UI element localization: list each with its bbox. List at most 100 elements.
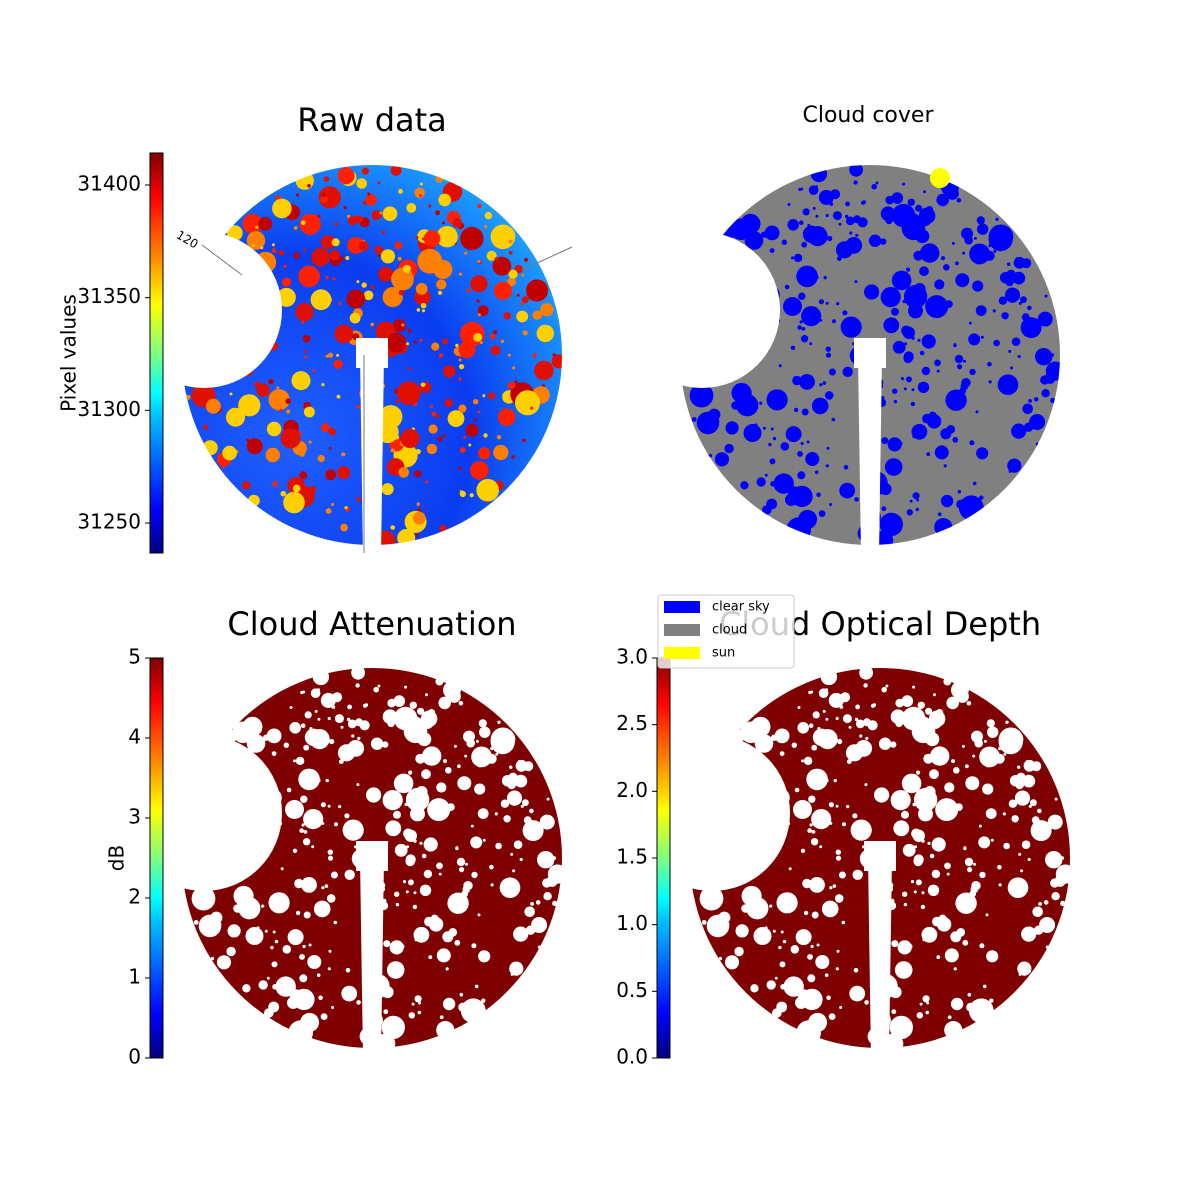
- image-blob: [724, 955, 740, 970]
- image-blob: [798, 187, 802, 192]
- image-blob: [333, 920, 338, 925]
- image-blob: [535, 900, 541, 905]
- image-blob: [537, 945, 541, 949]
- image-blob: [419, 841, 423, 845]
- image-blob: [202, 784, 206, 788]
- image-blob: [356, 783, 360, 787]
- image-blob: [725, 922, 730, 926]
- image-blob: [843, 464, 849, 470]
- image-blob: [1032, 906, 1043, 918]
- image-blob: [914, 845, 918, 849]
- image-blob: [338, 256, 344, 261]
- image-blob: [1005, 720, 1009, 724]
- image-blob: [968, 333, 981, 346]
- image-blob: [378, 881, 386, 889]
- image-blob: [300, 220, 306, 225]
- image-blob: [250, 274, 261, 285]
- image-blob: [691, 844, 695, 848]
- image-blob: [311, 845, 315, 849]
- image-blob: [916, 1012, 923, 1019]
- image-blob: [465, 862, 468, 866]
- image-blob: [295, 756, 305, 766]
- colorbar-tick-label: 5: [128, 645, 141, 669]
- image-blob: [425, 480, 429, 484]
- image-blob: [256, 859, 261, 865]
- image-blob: [769, 458, 776, 465]
- image-blob: [320, 802, 326, 808]
- image-blob: [780, 442, 790, 451]
- image-blob: [835, 849, 841, 855]
- image-blob: [903, 353, 913, 364]
- image-blob: [380, 889, 384, 893]
- image-blob: [367, 192, 371, 196]
- image-blob: [944, 948, 959, 963]
- image-blob: [679, 338, 684, 343]
- image-blob: [520, 804, 524, 808]
- colorbar-label: dB: [105, 845, 129, 871]
- image-blob: [833, 778, 837, 783]
- image-blob: [902, 891, 908, 897]
- image-blob: [310, 289, 332, 311]
- image-blob: [944, 1021, 963, 1040]
- image-blob: [497, 720, 501, 724]
- image-blob: [890, 709, 906, 724]
- image-blob: [770, 788, 790, 808]
- image-blob: [176, 344, 195, 363]
- image-blob: [458, 404, 467, 413]
- image-blob: [921, 926, 938, 943]
- colorbar-label: Pixel values: [57, 294, 81, 412]
- image-blob: [842, 714, 852, 724]
- image-blob: [318, 995, 323, 1001]
- image-blob: [208, 262, 213, 266]
- image-blob: [701, 920, 707, 925]
- image-blob: [280, 867, 284, 871]
- image-blob: [760, 285, 780, 305]
- image-blob: [1004, 287, 1021, 303]
- image-blob: [846, 805, 850, 809]
- image-blob: [293, 252, 300, 259]
- image-blob: [377, 254, 381, 257]
- image-blob: [965, 764, 969, 769]
- image-blob: [380, 249, 396, 264]
- image-blob: [453, 744, 457, 748]
- image-blob: [808, 690, 812, 695]
- image-blob: [279, 408, 283, 412]
- image-blob: [865, 440, 874, 449]
- image-blob: [828, 692, 844, 708]
- image-blob: [982, 984, 987, 989]
- image-blob: [962, 939, 969, 946]
- image-blob: [251, 747, 255, 751]
- image-blob: [312, 369, 316, 373]
- image-blob: [328, 190, 332, 194]
- image-blob: [820, 668, 838, 686]
- panel-title: Raw data: [297, 101, 447, 139]
- image-blob: [779, 961, 786, 968]
- image-blob: [414, 470, 422, 478]
- image-blob: [452, 218, 462, 228]
- image-blob: [336, 394, 341, 399]
- image-blob: [324, 884, 329, 888]
- image-blob: [438, 872, 442, 876]
- image-blob: [285, 398, 291, 404]
- image-blob: [321, 821, 325, 825]
- image-blob: [512, 869, 516, 873]
- image-blob: [831, 417, 836, 422]
- image-blob: [337, 167, 355, 185]
- image-blob: [262, 788, 282, 808]
- image-blob: [512, 366, 516, 370]
- image-blob: [822, 381, 827, 385]
- image-blob: [764, 225, 780, 241]
- image-blob: [532, 353, 537, 358]
- colorbar-tick-label: 2.5: [616, 711, 648, 735]
- image-blob: [842, 310, 848, 316]
- image-blob: [796, 939, 800, 943]
- image-blob: [276, 287, 296, 307]
- image-blob: [464, 251, 468, 255]
- image-blob: [295, 910, 301, 916]
- image-blob: [1023, 759, 1036, 772]
- image-blob: [915, 507, 920, 512]
- image-blob: [824, 391, 834, 400]
- legend-label: clear sky: [712, 600, 770, 615]
- image-blob: [848, 725, 852, 729]
